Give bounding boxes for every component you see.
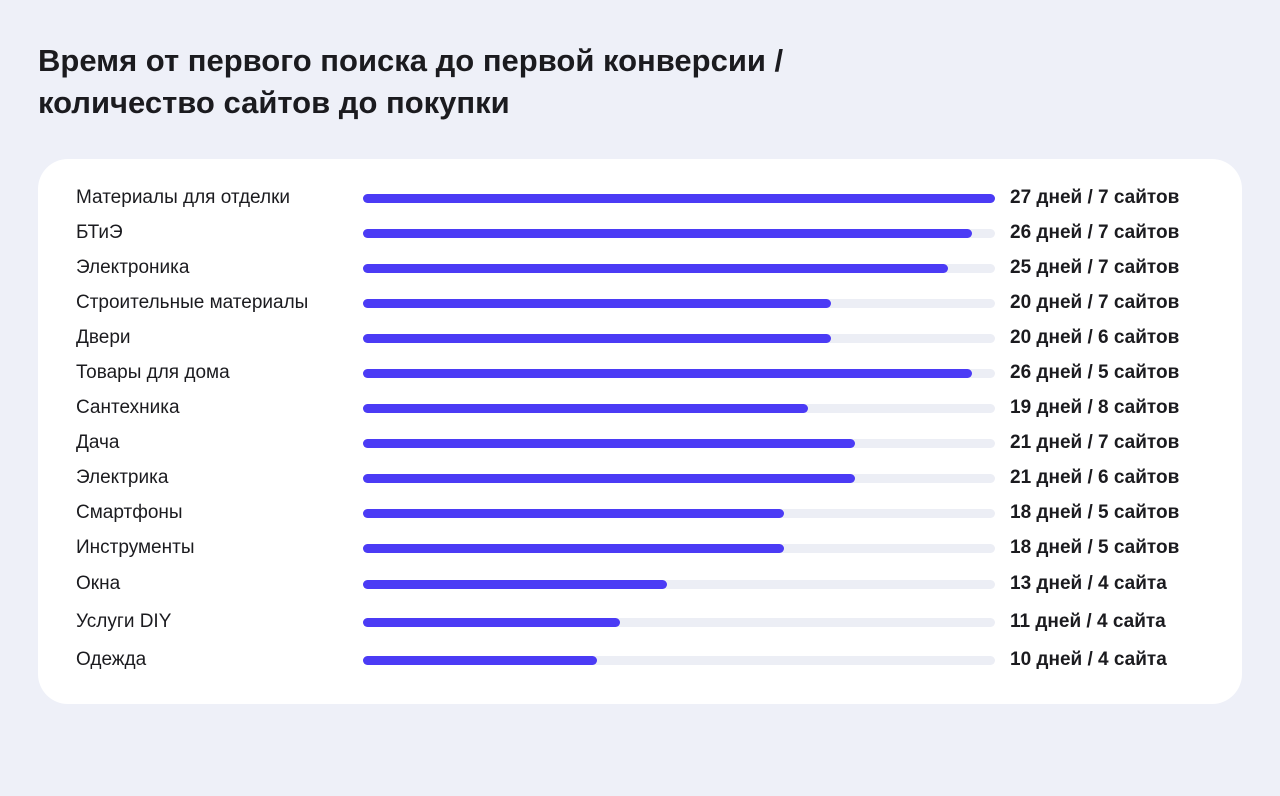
- bar: [363, 544, 784, 553]
- category-label: Одежда: [76, 649, 147, 670]
- chart-title-line-2: количество сайтов до покупки: [38, 85, 510, 120]
- bar: [363, 439, 855, 448]
- bar: [363, 656, 597, 665]
- bar-row: Окна 13 дней / 4 сайта: [38, 566, 1242, 602]
- bar: [363, 618, 620, 627]
- bar-row: Дача 21 дней / 7 сайтов: [38, 425, 1242, 461]
- bar-row: Товары для дома 26 дней / 5 сайтов: [38, 355, 1242, 391]
- data-label: 19 дней / 8 сайтов: [1010, 397, 1180, 418]
- bar-track: [363, 334, 995, 343]
- bar: [363, 474, 855, 483]
- category-label: Двери: [76, 327, 131, 348]
- data-label: 20 дней / 6 сайтов: [1010, 327, 1180, 348]
- bar: [363, 580, 667, 589]
- bar-track: [363, 618, 995, 627]
- category-label: Товары для дома: [76, 362, 230, 383]
- data-label: 21 дней / 6 сайтов: [1010, 467, 1180, 488]
- category-label: БТиЭ: [76, 222, 123, 243]
- bar-track: [363, 404, 995, 413]
- data-label: 18 дней / 5 сайтов: [1010, 537, 1180, 558]
- bar-track: [363, 264, 995, 273]
- category-label: Материалы для отделки: [76, 187, 291, 208]
- bar-row: Услуги DIY 11 дней / 4 сайта: [38, 604, 1242, 640]
- category-label: Инструменты: [76, 537, 195, 558]
- data-label: 27 дней / 7 сайтов: [1010, 187, 1180, 208]
- bar-row: Материалы для отделки 27 дней / 7 сайтов: [38, 180, 1242, 216]
- category-label: Окна: [76, 573, 121, 594]
- bar: [363, 334, 831, 343]
- bar-row: Инструменты 18 дней / 5 сайтов: [38, 530, 1242, 566]
- data-label: 21 дней / 7 сайтов: [1010, 432, 1180, 453]
- bar-track: [363, 474, 995, 483]
- data-label: 10 дней / 4 сайта: [1010, 649, 1167, 670]
- chart-card: Материалы для отделки 27 дней / 7 сайтов Б…: [38, 159, 1242, 704]
- bar-row: Строительные материалы 20 дней / 7 сайтов: [38, 285, 1242, 321]
- category-label: Строительные материалы: [76, 292, 309, 313]
- category-label: Дача: [76, 432, 120, 453]
- bar-track: [363, 439, 995, 448]
- category-label: Услуги DIY: [76, 611, 172, 632]
- bar-row: Смартфоны 18 дней / 5 сайтов: [38, 495, 1242, 531]
- chart-title-line-1: Время от первого поиска до первой конвер…: [38, 43, 784, 78]
- bar-track: [363, 369, 995, 378]
- bar-track: [363, 509, 995, 518]
- bar-track: [363, 229, 995, 238]
- bar: [363, 264, 948, 273]
- bar-track: [363, 656, 995, 665]
- bar-track: [363, 299, 995, 308]
- data-label: 26 дней / 5 сайтов: [1010, 362, 1180, 383]
- category-label: Сантехника: [76, 397, 180, 418]
- data-label: 20 дней / 7 сайтов: [1010, 292, 1180, 313]
- bar: [363, 229, 972, 238]
- bar-track: [363, 544, 995, 553]
- bar: [363, 369, 972, 378]
- category-label: Электроника: [76, 257, 190, 278]
- bar-row: Электрика 21 дней / 6 сайтов: [38, 460, 1242, 496]
- data-label: 26 дней / 7 сайтов: [1010, 222, 1180, 243]
- data-label: 25 дней / 7 сайтов: [1010, 257, 1180, 278]
- bar: [363, 509, 784, 518]
- bar: [363, 194, 995, 203]
- data-label: 18 дней / 5 сайтов: [1010, 502, 1180, 523]
- bar-row: БТиЭ 26 дней / 7 сайтов: [38, 215, 1242, 251]
- category-label: Электрика: [76, 467, 169, 488]
- bar-track: [363, 194, 995, 203]
- bar-track: [363, 580, 995, 589]
- bar-row: Одежда 10 дней / 4 сайта: [38, 642, 1242, 678]
- bar-row: Электроника 25 дней / 7 сайтов: [38, 250, 1242, 286]
- category-label: Смартфоны: [76, 502, 183, 523]
- bar: [363, 299, 831, 308]
- bar-row: Сантехника 19 дней / 8 сайтов: [38, 390, 1242, 426]
- bar-row: Двери 20 дней / 6 сайтов: [38, 320, 1242, 356]
- data-label: 13 дней / 4 сайта: [1010, 573, 1167, 594]
- bar: [363, 404, 808, 413]
- chart-title: Время от первого поиска до первой конвер…: [38, 40, 938, 124]
- data-label: 11 дней / 4 сайта: [1010, 611, 1166, 632]
